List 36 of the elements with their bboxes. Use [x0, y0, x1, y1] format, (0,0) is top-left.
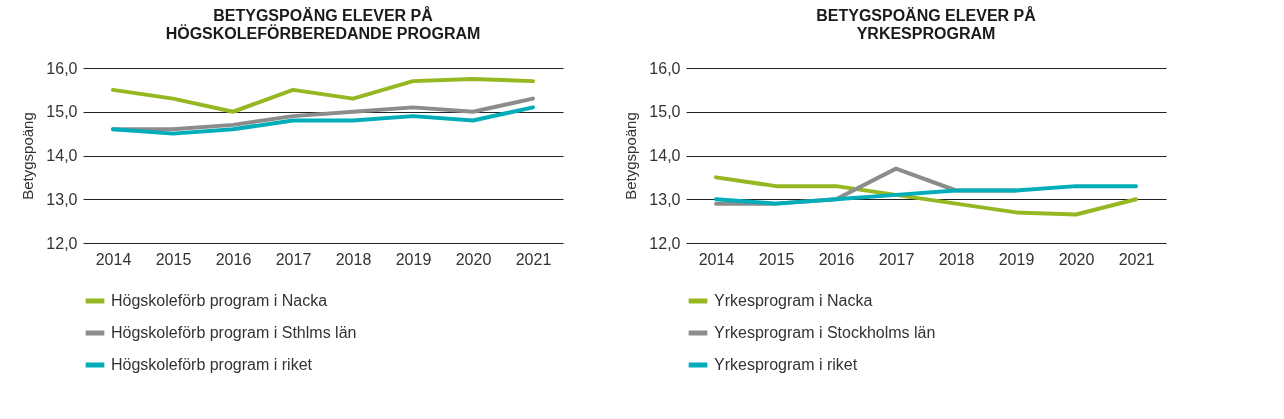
x-tick-label: 2014: [698, 250, 735, 268]
legend-label: Högskoleförb program i Nacka: [111, 292, 328, 309]
x-tick-label: 2020: [455, 250, 492, 268]
y-tick-label: 15,0: [46, 103, 78, 121]
legend-label: Yrkesprogram i Stockholms län: [714, 324, 936, 341]
legend-label: Högskoleförb program i Sthlms län: [111, 324, 357, 341]
legend-label: Yrkesprogram i riket: [714, 356, 858, 373]
x-tick-label: 2015: [758, 250, 795, 268]
y-tick-label: 12,0: [46, 234, 78, 252]
y-tick-label: 13,0: [649, 190, 681, 208]
x-tick-label: 2017: [878, 250, 915, 268]
x-tick-label: 2016: [818, 250, 855, 268]
x-tick-label: 2019: [395, 250, 432, 268]
y-tick-label: 16,0: [649, 59, 681, 77]
y-tick-label: 12,0: [649, 234, 681, 252]
x-tick-label: 2021: [1118, 250, 1155, 268]
x-tick-label: 2017: [275, 250, 312, 268]
legend-label: Yrkesprogram i Nacka: [714, 292, 873, 309]
y-tick-label: 15,0: [649, 103, 681, 121]
y-tick-label: 14,0: [649, 147, 681, 164]
x-tick-label: 2021: [515, 250, 552, 268]
chart-title: BETYGSPOÄNG ELEVER PÅ YRKESPROGRAM: [816, 6, 1037, 42]
x-tick-label: 2018: [938, 250, 975, 268]
y-tick-label: 16,0: [46, 59, 78, 77]
y-axis-title: Betygspoäng: [622, 112, 640, 200]
x-tick-label: 2016: [215, 250, 252, 268]
x-tick-label: 2018: [335, 250, 372, 268]
y-tick-label: 14,0: [46, 147, 78, 164]
x-tick-label: 2020: [1058, 250, 1095, 268]
y-axis-title: Betygspoäng: [19, 112, 37, 200]
x-tick-label: 2014: [95, 250, 132, 268]
y-tick-label: 13,0: [46, 190, 78, 208]
x-tick-label: 2015: [155, 250, 192, 268]
x-tick-label: 2019: [998, 250, 1035, 268]
legend-label: Högskoleförb program i riket: [111, 356, 313, 373]
chart-title: BETYGSPOÄNG ELEVER PÅ HÖGSKOLEFÖRBEREDANDE PROGRAM: [165, 6, 481, 42]
